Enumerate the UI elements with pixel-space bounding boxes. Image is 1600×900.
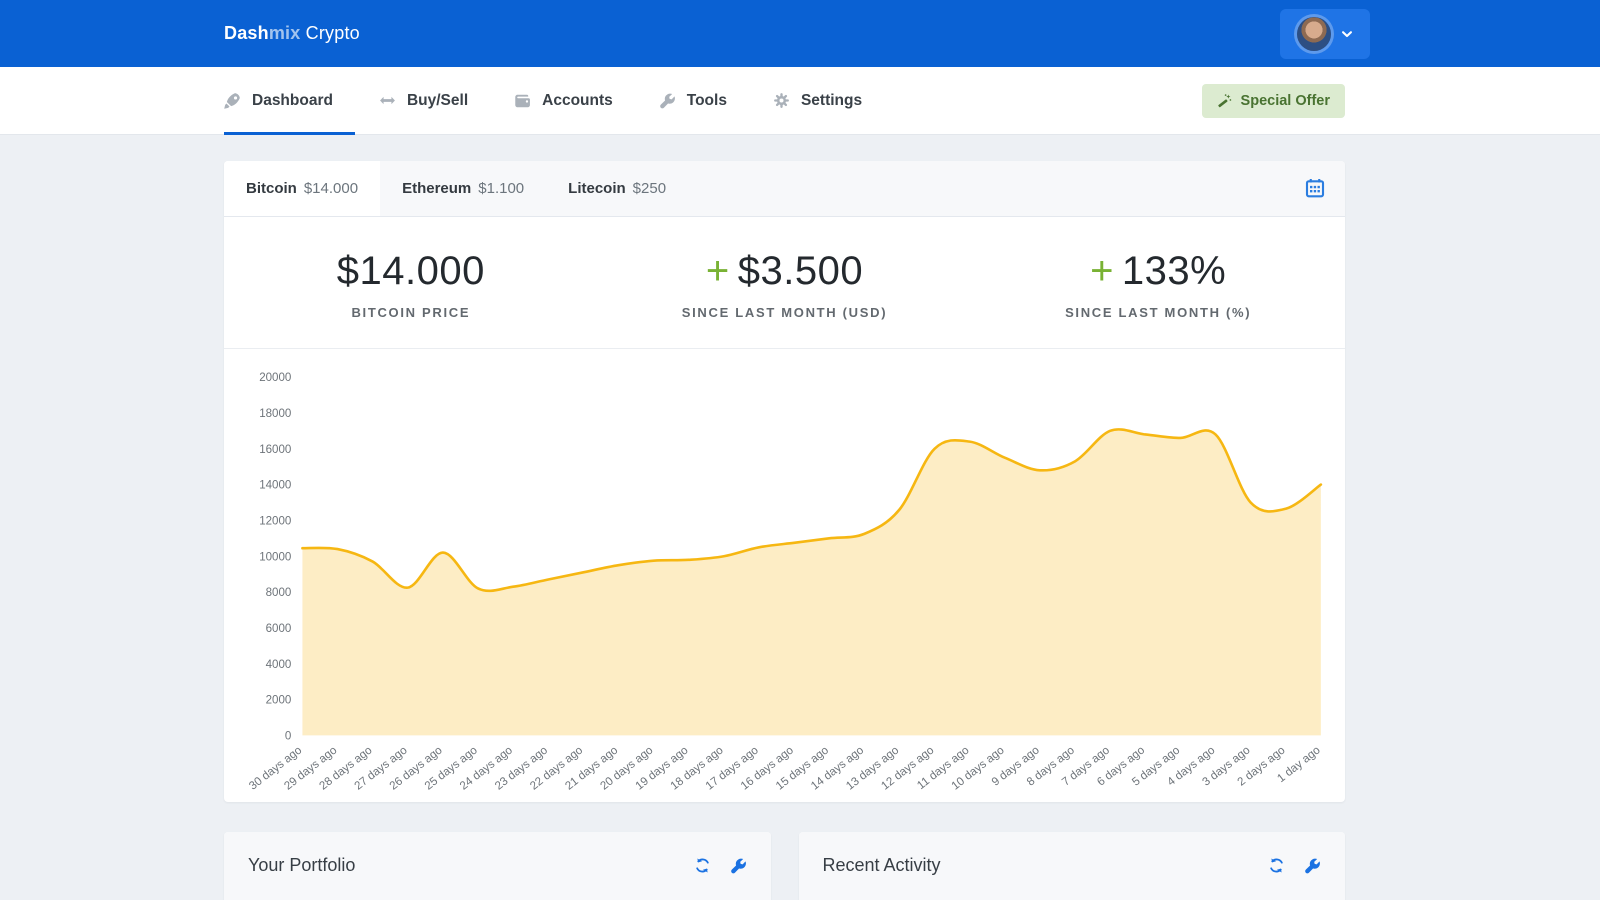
y-axis-tick: 8000	[266, 587, 292, 599]
portfolio-panel-actions	[694, 857, 747, 874]
main-nav: Dashboard Buy/Sell Accounts Tools Settings S…	[0, 67, 1600, 135]
wrench-icon	[1305, 858, 1320, 874]
portfolio-panel-header: Your Portfolio	[224, 831, 771, 900]
nav-item-label: Settings	[800, 91, 863, 109]
y-axis-tick: 0	[285, 730, 291, 742]
stats-row: $14.000 BITCOIN PRICE + $3.500 SINCE LAST MO…	[224, 217, 1345, 349]
arrows-h-icon	[380, 96, 395, 105]
y-axis-tick: 2000	[266, 695, 292, 707]
wrench-icon	[659, 93, 675, 109]
chart-area-fill	[302, 429, 1321, 736]
refresh-icon	[1270, 858, 1283, 873]
special-offer-label: Special Offer	[1240, 92, 1330, 109]
nav-items: Dashboard Buy/Sell Accounts Tools Settings	[224, 67, 862, 135]
tab-bitcoin[interactable]: Bitcoin $14.000	[224, 161, 381, 216]
nav-item-label: Buy/Sell	[406, 91, 469, 109]
tab-coin-price: $14.000	[303, 180, 359, 197]
portfolio-refresh-button[interactable]	[694, 857, 711, 874]
tab-coin-name: Ethereum	[402, 180, 472, 197]
nav-item-label: Tools	[686, 91, 727, 109]
rocket-icon	[224, 93, 240, 109]
y-axis-tick: 16000	[259, 444, 291, 456]
gear-icon	[774, 93, 789, 108]
y-axis-tick: 18000	[259, 408, 291, 420]
tab-ethereum[interactable]: Ethereum $1.100	[380, 161, 546, 216]
chart-line	[301, 428, 1323, 593]
brand-bold: Dash	[224, 23, 269, 43]
y-axis-tick: 20000	[259, 372, 291, 384]
y-axis-tick: 4000	[266, 659, 292, 671]
calendar-icon	[1305, 178, 1325, 197]
calendar-button[interactable]	[1304, 178, 1326, 200]
y-axis-tick: 14000	[259, 480, 291, 492]
y-axis-tick: 10000	[259, 551, 291, 563]
stat-0: $14.000 BITCOIN PRICE	[224, 249, 598, 320]
stat-label: BITCOIN PRICE	[351, 305, 471, 320]
tab-coin-price: $250	[632, 180, 667, 197]
activity-wrench-button[interactable]	[1304, 857, 1321, 874]
bottom-panels: Your Portfolio Recent Activity	[224, 831, 1345, 900]
nav-item-settings[interactable]: Settings	[773, 67, 862, 134]
wand-icon	[1217, 94, 1231, 108]
brand-mid: mix	[268, 23, 301, 43]
app-header: Dashmix Crypto	[0, 0, 1600, 67]
stat-2: +133% SINCE LAST MONTH (%)	[971, 249, 1345, 320]
stat-value: + $3.500	[705, 249, 864, 293]
coin-tabs: Bitcoin $14.000 Ethereum $1.100 Litecoin $250	[224, 161, 1345, 217]
stat-1: + $3.500 SINCE LAST MONTH (USD)	[598, 249, 972, 320]
nav-item-buy-sell[interactable]: Buy/Sell	[379, 67, 468, 134]
tab-coin-name: Bitcoin	[246, 180, 297, 197]
brand-logo[interactable]: Dashmix Crypto	[224, 23, 360, 44]
refresh-icon	[695, 858, 709, 873]
activity-panel-actions	[1268, 857, 1321, 874]
nav-item-tools[interactable]: Tools	[659, 67, 727, 134]
y-axis-tick: 6000	[266, 623, 292, 635]
plus-sign: +	[705, 249, 730, 293]
chevron-down-icon	[1341, 31, 1352, 38]
price-card: Bitcoin $14.000 Ethereum $1.100 Litecoin $250…	[224, 161, 1345, 802]
stat-value: $14.000	[336, 249, 485, 293]
special-offer-button[interactable]: Special Offer	[1201, 83, 1345, 118]
chart-container: 0 2000 4000 6000 8000 10000 12000 14000 16000 180…	[224, 349, 1345, 802]
nav-item-accounts[interactable]: Accounts	[514, 67, 613, 134]
y-axis-tick: 12000	[259, 515, 291, 527]
tab-coin-name: Litecoin	[568, 180, 626, 197]
activity-panel-header: Recent Activity	[798, 831, 1345, 900]
portfolio-panel: Your Portfolio	[224, 831, 771, 900]
stat-label: SINCE LAST MONTH (%)	[1065, 305, 1252, 320]
tab-litecoin[interactable]: Litecoin $250	[546, 161, 688, 216]
wallet-icon	[515, 94, 531, 108]
portfolio-wrench-button[interactable]	[730, 857, 747, 874]
nav-item-dashboard[interactable]: Dashboard	[224, 67, 355, 135]
wrench-icon	[730, 858, 746, 874]
price-chart[interactable]: 0 2000 4000 6000 8000 10000 12000 14000 16000 180…	[238, 361, 1337, 800]
activity-panel: Recent Activity	[798, 831, 1345, 900]
user-menu-button[interactable]	[1280, 9, 1370, 59]
activity-panel-title: Recent Activity	[822, 855, 941, 876]
portfolio-panel-title: Your Portfolio	[248, 855, 356, 876]
activity-refresh-button[interactable]	[1268, 857, 1285, 874]
stat-label: SINCE LAST MONTH (USD)	[681, 305, 888, 320]
stat-value: +133%	[1090, 249, 1227, 293]
main-content: Bitcoin $14.000 Ethereum $1.100 Litecoin $250…	[224, 161, 1345, 900]
avatar	[1296, 17, 1331, 51]
brand-rest: Crypto	[300, 23, 360, 43]
nav-item-label: Dashboard	[252, 91, 333, 109]
tab-coin-price: $1.100	[478, 180, 525, 197]
plus-sign: +	[1090, 249, 1114, 293]
nav-item-label: Accounts	[542, 91, 613, 109]
